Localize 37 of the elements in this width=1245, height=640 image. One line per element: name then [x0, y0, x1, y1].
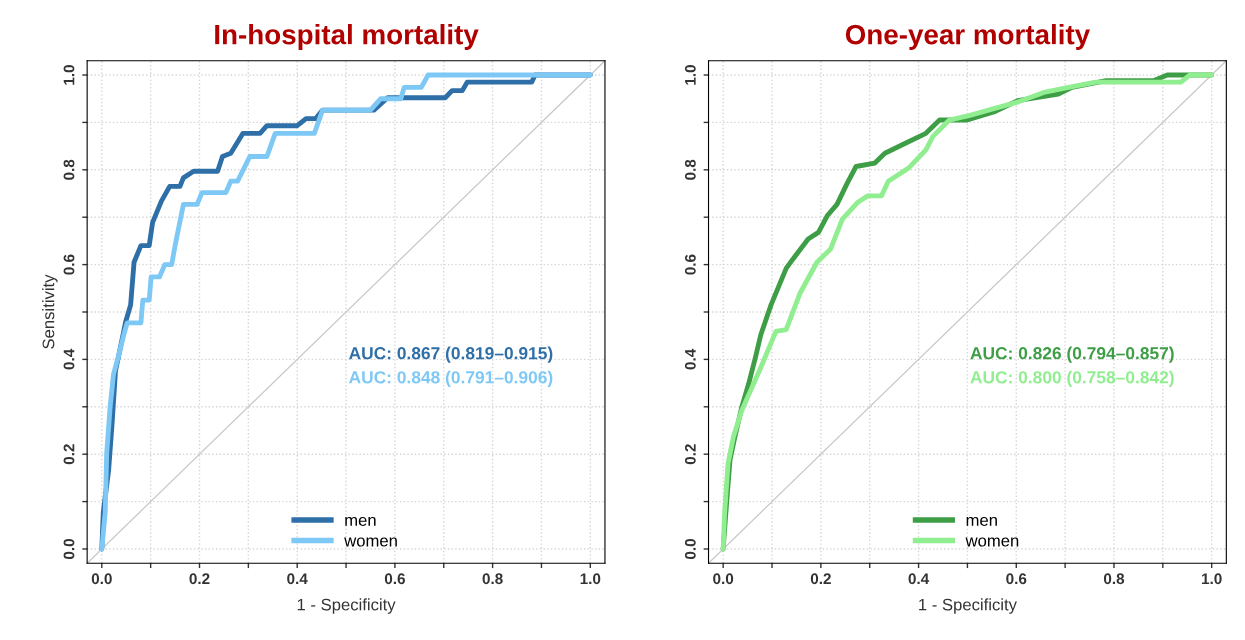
legend-label: women: [344, 537, 397, 547]
y-tick-label: 0.0: [684, 538, 696, 559]
x-tick-label: 0.6: [1006, 573, 1027, 585]
legend-label: men: [345, 516, 376, 527]
x-tick-label: 0.4: [908, 573, 930, 585]
legend-label: women: [965, 537, 1019, 547]
y-tick-label: 1.0: [684, 65, 696, 85]
y-tick-label: 0.0: [63, 538, 75, 559]
x-tick-label: 0.6: [384, 573, 405, 585]
x-tick-label: 0.8: [482, 573, 503, 585]
x-axis-title: 1 - Specificity: [297, 598, 396, 614]
y-tick-label: 0.8: [684, 159, 696, 180]
x-tick-label: 1.0: [1202, 573, 1222, 585]
x-tick-label: 0.8: [1103, 573, 1125, 585]
chart-title: In-hospital mortality: [215, 24, 479, 50]
chart-title: One-year mortality: [845, 24, 1091, 50]
x-tick-label: 0.2: [189, 573, 210, 585]
y-tick-label: 0.8: [63, 159, 75, 180]
x-tick-label: 0.0: [91, 573, 112, 585]
y-tick-label: 1.0: [63, 65, 75, 85]
legend-label: men: [966, 516, 997, 527]
y-tick-label: 0.6: [63, 254, 75, 275]
x-tick-label: 0.2: [810, 573, 831, 585]
y-tick-label: 0.2: [684, 444, 696, 465]
x-tick-label: 0.4: [287, 573, 308, 585]
y-axis-title: Sensitivity: [42, 274, 58, 349]
x-tick-label: 0.0: [713, 573, 734, 585]
annotation: AUC: 0.800 (0.758–0.842): [970, 370, 1174, 387]
y-tick-label: 0.2: [63, 444, 75, 465]
annotation: AUC: 0.848 (0.791–0.906): [349, 370, 553, 387]
y-tick-label: 0.6: [684, 254, 696, 275]
y-tick-label: 0.4: [684, 348, 696, 370]
x-axis-title: 1 - Specificity: [919, 598, 1017, 614]
annotation: AUC: 0.867 (0.819–0.915): [349, 346, 553, 363]
y-tick-label: 0.4: [63, 348, 75, 370]
x-tick-label: 1.0: [580, 573, 601, 585]
annotation: AUC: 0.826 (0.794–0.857): [970, 346, 1174, 363]
